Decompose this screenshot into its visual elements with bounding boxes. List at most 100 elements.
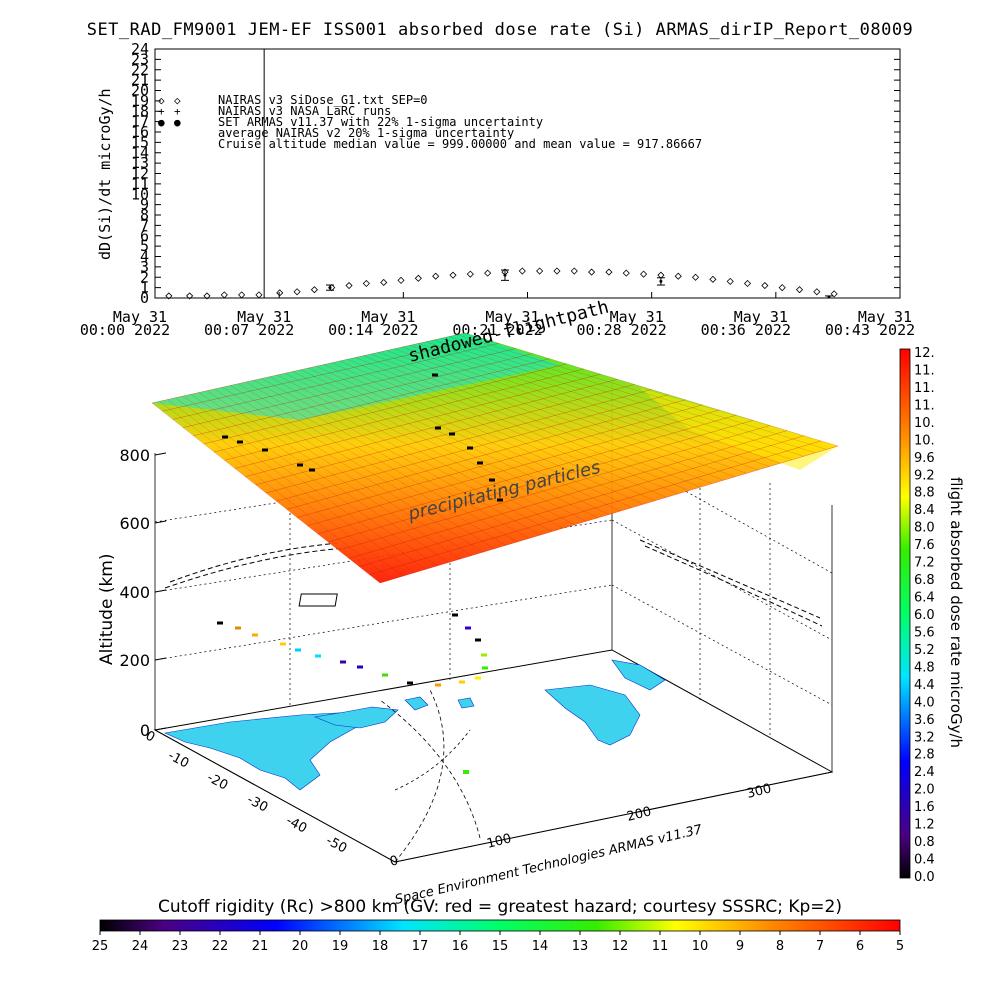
dose-colorbar-tick: 8.0 (914, 521, 935, 536)
altitude-tick-mark (154, 589, 167, 593)
dose-colorbar-tick: 2.4 (914, 765, 935, 780)
y-tick-label: 12 (131, 165, 149, 183)
mesh-line (277, 374, 564, 529)
dose-colorbar-tick: 8.4 (914, 503, 935, 518)
mesh-line (297, 404, 703, 518)
track-point (382, 673, 388, 677)
data-point (238, 291, 246, 299)
mesh-line (245, 381, 518, 543)
dose-colorbar-tick: 11. (914, 381, 935, 396)
y-tick-label: 23 (131, 50, 149, 68)
dose-colorbar-tick: 7.6 (914, 538, 935, 553)
track-point (475, 638, 481, 642)
data-point (432, 272, 440, 280)
mesh-line (331, 362, 644, 505)
mesh-line (206, 390, 461, 560)
dose-colorbar-tick: 0.4 (914, 853, 935, 868)
dose-colorbar-tick: 0.0 (914, 870, 935, 885)
slab-track-point (477, 461, 483, 465)
y-tick-label: 9 (140, 196, 149, 214)
mesh-line (425, 341, 781, 464)
legend: ◇ ◇ NAIRAS v3 SiDose_G1.txt SEP=0 + + NAIRAS … (158, 93, 702, 151)
cutoff-tick-label: 25 (92, 939, 109, 954)
longitude-tick-label: 0 (388, 853, 400, 870)
track-point (315, 654, 321, 658)
mesh-line (348, 430, 788, 559)
data-point (674, 272, 682, 280)
data-point (518, 267, 526, 275)
y-tick-label: 19 (131, 92, 149, 110)
legend-text: NAIRAS v3 NASA LaRC runs (218, 104, 391, 118)
legend-symbol: ◇ (158, 94, 165, 107)
dose-colorbar-tick: 6.8 (914, 573, 935, 588)
legend-symbol: + (158, 105, 165, 118)
data-point (605, 268, 613, 276)
dose-colorbar-tick: 9.6 (914, 451, 935, 466)
altitude-axis-label: Altitude (km) (97, 553, 117, 665)
dose-colorbar-tick: 6.0 (914, 608, 935, 623)
timeseries-frame (154, 48, 901, 299)
mesh-line (230, 385, 495, 549)
slab-track-point (435, 426, 441, 430)
cutoff-ticks: 25 24 23 22 21 20 19 18 17 16 15 14 13 12 11 10 9 8 7 6 5 (92, 931, 904, 954)
track-point (280, 642, 286, 646)
data-point (380, 278, 388, 287)
track-point (435, 683, 441, 687)
dose-colorbar-tick: 0.8 (914, 835, 935, 850)
data-point (795, 286, 804, 294)
mesh-line (410, 345, 758, 471)
legend-symbol: + (174, 105, 181, 118)
y-tick-label: 0 (140, 289, 149, 307)
land-islands (313, 706, 399, 729)
latitude-tick-label: -50 (323, 833, 349, 856)
mesh-line (394, 348, 736, 478)
longitude-tick-label: 200 (625, 804, 653, 825)
data-point (691, 273, 700, 281)
mesh-line (234, 373, 601, 469)
x-tick-time: 00:21 2022 (452, 321, 542, 339)
cutoff-tick-label: 17 (412, 939, 429, 954)
mesh-line (449, 336, 816, 454)
mesh-line (159, 401, 392, 580)
track-point (459, 680, 465, 684)
mesh-line (316, 366, 621, 512)
y-tick-label: 8 (140, 206, 149, 224)
latitude-tick-label: -30 (244, 792, 270, 815)
mesh-line (214, 388, 472, 556)
y-tick-label: 15 (131, 133, 149, 151)
y-tick-label: 5 (140, 237, 149, 255)
data-point (345, 281, 353, 290)
y-axis-label: dD(Si)/dt microGy/h (96, 88, 114, 260)
dose-colorbar-tick: 5.2 (914, 643, 935, 658)
data-point (203, 292, 211, 300)
slab-track-point (489, 478, 495, 482)
altitude-tick-label: 0 (140, 721, 150, 740)
mesh-line (284, 373, 575, 525)
dose-colorbar-tick: 11. (914, 363, 935, 378)
dose-colorbar-tick: 1.2 (914, 818, 935, 833)
mesh-line (253, 380, 529, 539)
cutoff-tick-label: 24 (132, 939, 149, 954)
land-masses (163, 659, 666, 791)
y-tick-label: 3 (140, 258, 149, 276)
mesh-line (255, 384, 635, 486)
data-point (310, 286, 318, 294)
slab-track-point (297, 463, 303, 467)
y-tick-label: 24 (131, 40, 149, 58)
dose-colorbar-tick: 10. (914, 433, 935, 448)
dose-colorbar-tick: 6.4 (914, 591, 935, 606)
cutoff-tick-label: 13 (572, 939, 589, 954)
track-point (481, 653, 487, 657)
mesh-line (151, 402, 381, 584)
slab-track-point (497, 498, 503, 502)
data-point (186, 292, 194, 300)
cutoff-tick-label: 15 (492, 939, 509, 954)
data-point (293, 288, 301, 296)
altitude-tick-label: 200 (119, 651, 150, 670)
data-point (449, 271, 457, 279)
cutoff-tick-label: 20 (292, 939, 309, 954)
dose-colorbar-tick: 10. (914, 416, 935, 431)
x-tick-date: May 31 (734, 308, 788, 326)
mesh-line (222, 387, 484, 553)
mesh-line (307, 409, 720, 526)
